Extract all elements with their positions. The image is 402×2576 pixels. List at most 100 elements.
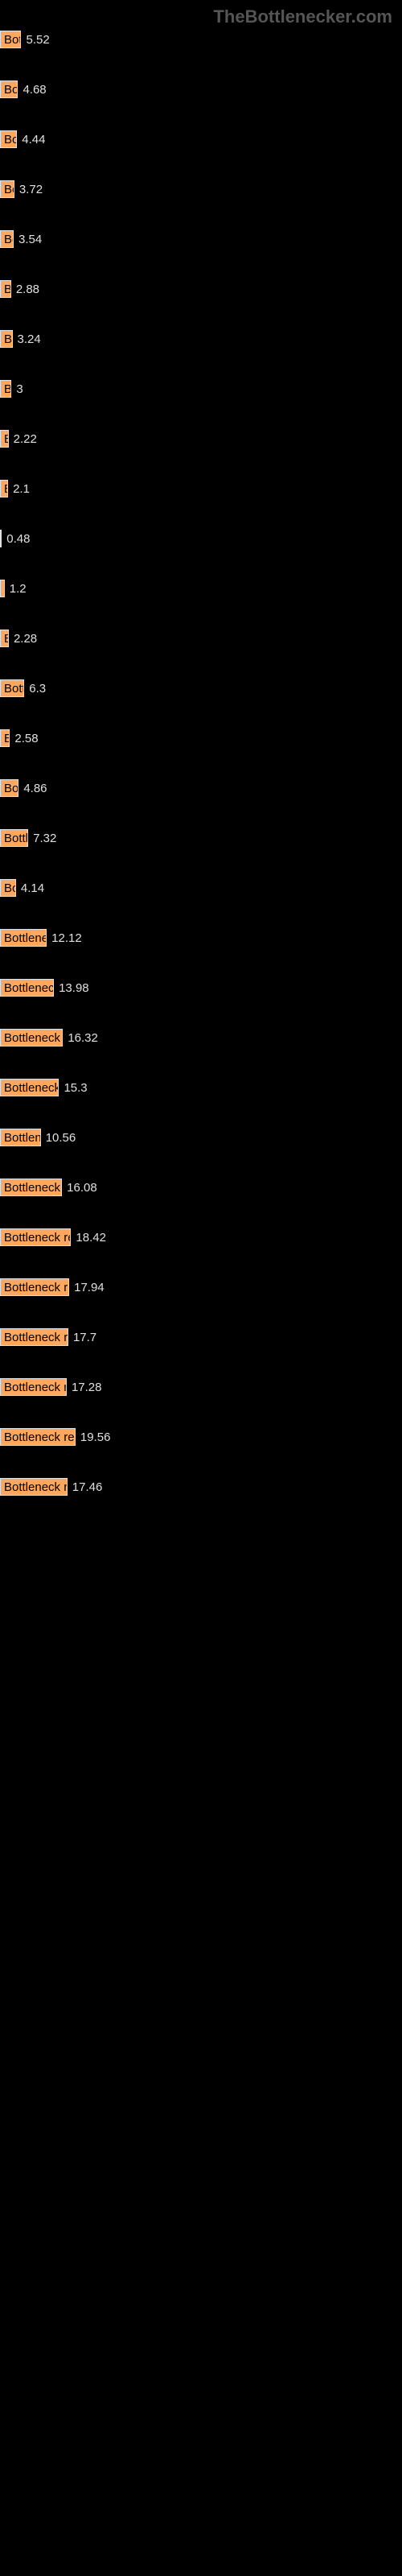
bar-inner-label: Bottleneck result <box>1 632 9 646</box>
bar-inner-label: Bottleneck result <box>1 981 54 995</box>
bar: Bottleneck result <box>0 1278 69 1296</box>
bar-value: 3.54 <box>14 233 42 246</box>
bar: Bottleneck result <box>0 1378 67 1396</box>
bar-row: Bottleneck result2.22 <box>0 430 402 448</box>
bar-value: 17.46 <box>68 1480 103 1494</box>
bar-row: Bottleneck result17.94 <box>0 1278 402 1296</box>
bar: Bottleneck result <box>0 330 13 348</box>
bar-inner-label: Bottleneck result <box>1 682 24 696</box>
bar-row: Bottleneck result16.32 <box>0 1029 402 1046</box>
bar: Bottleneck result <box>0 380 11 398</box>
bar-inner-label: Bottleneck result <box>1 931 47 945</box>
horizontal-bar-chart: Bottleneck result5.52Bottleneck result4.… <box>0 27 402 1496</box>
bar-inner-label: Bottleneck result <box>1 1430 76 1444</box>
bar-row: Bottleneck result19.56 <box>0 1428 402 1446</box>
bar-value: 3.72 <box>14 183 43 196</box>
bar-inner-label: Bottleneck result <box>1 732 10 745</box>
bar-inner-label: Bottleneck result <box>1 432 9 446</box>
bar-row: Bottleneck result12.12 <box>0 929 402 947</box>
bar-inner-label: Bottleneck result <box>1 183 14 196</box>
bar-value: 3.24 <box>13 332 41 346</box>
bar-value: 18.42 <box>71 1231 106 1245</box>
bar-value: 2.58 <box>10 732 38 745</box>
bar: Bottleneck result <box>0 1328 68 1346</box>
bar-value: 13.98 <box>54 981 89 995</box>
bar-value: 19.56 <box>76 1430 111 1444</box>
bar: Bottleneck result <box>0 180 14 198</box>
bar-inner-label: Bottleneck result <box>1 1181 62 1195</box>
bar: Bottleneck result <box>0 280 11 298</box>
bar-row: Bottleneck result2.28 <box>0 630 402 647</box>
bar: Bottleneck result <box>0 729 10 747</box>
bar-inner-label: Bottleneck result <box>1 832 28 845</box>
bar-inner-label: Bottleneck result <box>1 1031 63 1045</box>
bar-value: 17.28 <box>67 1381 102 1394</box>
bar-row: Bottleneck result3 <box>0 380 402 398</box>
bar: Bottleneck result <box>0 929 47 947</box>
bar: Bottleneck result <box>0 1129 41 1146</box>
bar-inner-label: Bottleneck result <box>1 382 11 396</box>
bar: Bottleneck result <box>0 1228 71 1246</box>
bar: Bottleneck result <box>0 430 9 448</box>
bar-row: Bottleneck result17.28 <box>0 1378 402 1396</box>
bar-inner-label: Bottleneck result <box>1 332 13 346</box>
bar-value: 2.88 <box>11 283 39 296</box>
bar: Bottleneck result <box>0 1179 62 1196</box>
bar-row: Bottleneck result10.56 <box>0 1129 402 1146</box>
bar-row: Bottleneck result2.1 <box>0 480 402 497</box>
bar-value: 6.3 <box>24 682 46 696</box>
bar-row: Bottleneck result0.48 <box>0 530 402 547</box>
bar-row: Bottleneck result17.7 <box>0 1328 402 1346</box>
bar: Bottleneck result <box>0 31 21 48</box>
bar-inner-label: Bottleneck result <box>1 1131 41 1145</box>
bar-value: 10.56 <box>41 1131 76 1145</box>
bar-row: Bottleneck result5.52 <box>0 31 402 48</box>
bar: Bottleneck result <box>0 230 14 248</box>
bar-inner-label: Bottleneck result <box>1 1480 68 1494</box>
bar-row: Bottleneck result7.32 <box>0 829 402 847</box>
bar-value: 5.52 <box>21 33 49 47</box>
bar-row: Bottleneck result16.08 <box>0 1179 402 1196</box>
bar-row: Bottleneck result17.46 <box>0 1478 402 1496</box>
bar-value: 2.22 <box>9 432 37 446</box>
bar-value: 2.28 <box>9 632 37 646</box>
bar: Bottleneck result <box>0 1029 63 1046</box>
bar-value: 4.44 <box>17 133 45 147</box>
bar-row: Bottleneck result3.72 <box>0 180 402 198</box>
bar-row: Bottleneck result3.24 <box>0 330 402 348</box>
bar-inner-label: Bottleneck result <box>1 1081 59 1095</box>
bar-inner-label: Bottleneck result <box>1 782 18 795</box>
bar-value: 4.14 <box>16 881 44 895</box>
bar: Bottleneck result <box>0 879 16 897</box>
bar-value: 7.32 <box>28 832 56 845</box>
bar-value: 2.1 <box>8 482 30 496</box>
bar-inner-label: Bottleneck result <box>1 482 8 496</box>
bar-row: Bottleneck result4.44 <box>0 130 402 148</box>
bar-inner-label: Bottleneck result <box>1 133 17 147</box>
bar-row: Bottleneck result6.3 <box>0 679 402 697</box>
bar: Bottleneck result <box>0 979 54 997</box>
bar-value: 16.32 <box>63 1031 98 1045</box>
bar-inner-label: Bottleneck result <box>1 881 16 895</box>
bar: Bottleneck result <box>0 679 24 697</box>
bar-inner-label: Bottleneck result <box>1 83 18 97</box>
bar: Bottleneck result <box>0 1079 59 1096</box>
bar-row: Bottleneck result4.68 <box>0 80 402 98</box>
bar-row: Bottleneck result4.14 <box>0 879 402 897</box>
bar-inner-label: Bottleneck result <box>1 233 14 246</box>
bar-value: 4.68 <box>18 83 46 97</box>
bar-value: 0.48 <box>2 532 30 546</box>
bar-inner-label: Bottleneck result <box>1 1331 68 1344</box>
bar-value: 4.86 <box>18 782 47 795</box>
watermark-text: TheBottlenecker.com <box>0 0 402 27</box>
bar-row: Bottleneck result1.2 <box>0 580 402 597</box>
bar-row: Bottleneck result3.54 <box>0 230 402 248</box>
bar-value: 17.94 <box>69 1281 105 1294</box>
bar-value: 16.08 <box>62 1181 97 1195</box>
bar: Bottleneck result <box>0 1428 76 1446</box>
bar-row: Bottleneck result4.86 <box>0 779 402 797</box>
bar-inner-label: Bottleneck result <box>1 1381 67 1394</box>
bar: Bottleneck result <box>0 80 18 98</box>
bar: Bottleneck result <box>0 1478 68 1496</box>
bar-inner-label: Bottleneck result <box>1 283 11 296</box>
